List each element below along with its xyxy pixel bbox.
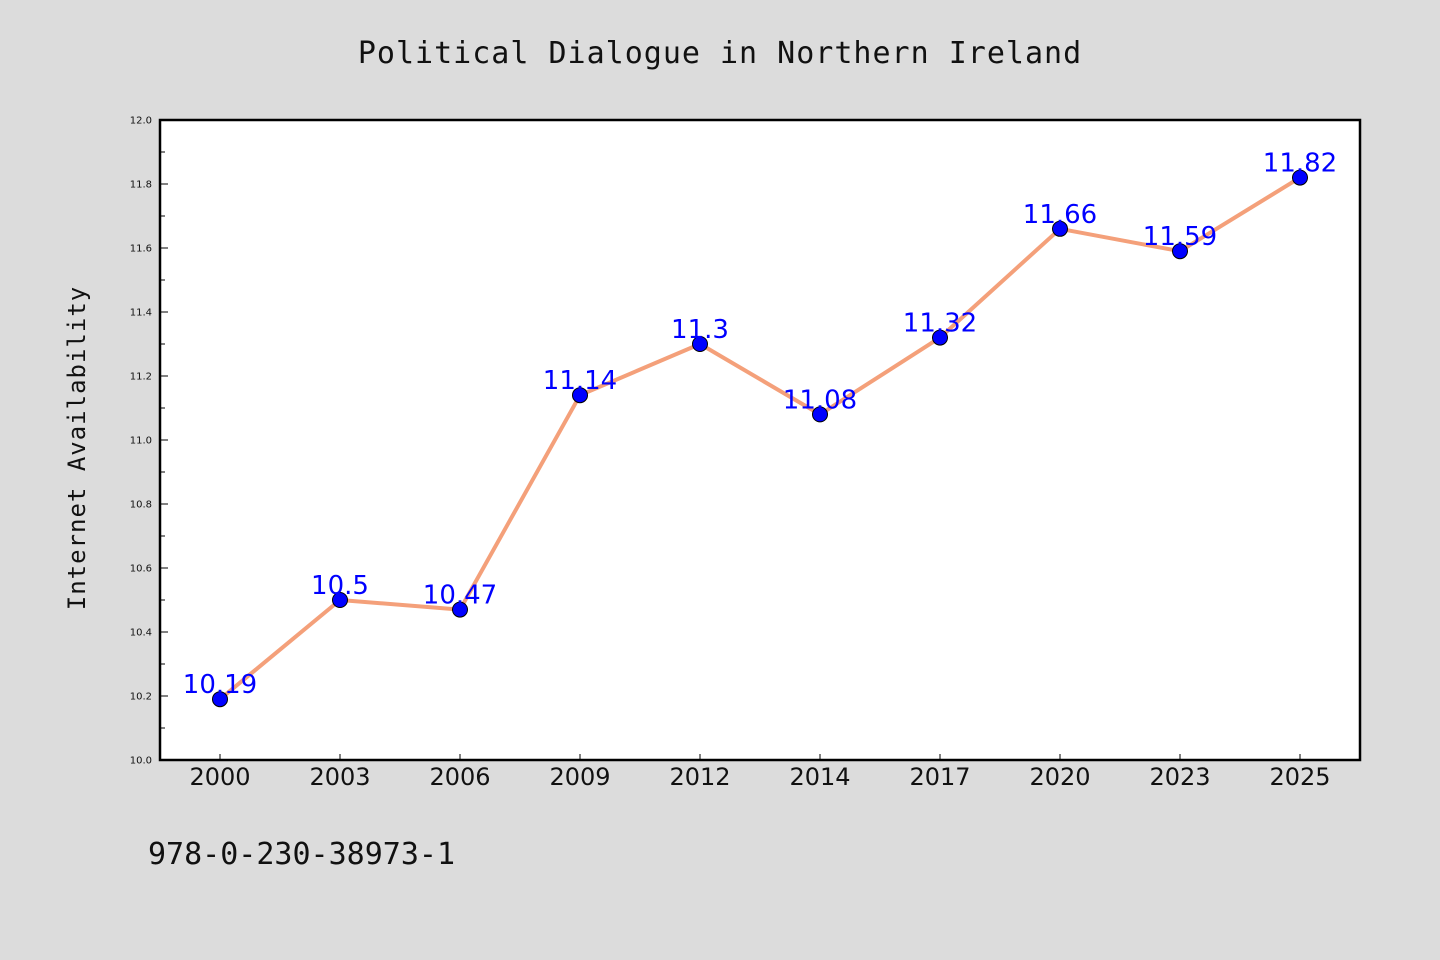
y-tick-label: 11.0 bbox=[130, 436, 152, 447]
x-tick-label: 2023 bbox=[1149, 763, 1210, 791]
data-label: 10.5 bbox=[311, 571, 369, 601]
y-axis-label: Internet Availability bbox=[63, 286, 91, 610]
x-tick-label: 2014 bbox=[789, 763, 850, 791]
data-point bbox=[812, 406, 828, 423]
x-tick-label: 2020 bbox=[1029, 763, 1090, 791]
data-label: 11.32 bbox=[903, 309, 977, 339]
y-tick-label: 12.0 bbox=[130, 116, 152, 127]
x-tick-label: 2000 bbox=[189, 763, 250, 791]
x-tick-label: 2003 bbox=[309, 763, 370, 791]
data-label: 10.47 bbox=[423, 581, 497, 611]
data-point bbox=[932, 329, 948, 346]
data-series bbox=[212, 169, 1308, 708]
series-line bbox=[218, 175, 1302, 701]
y-tick-label: 11.6 bbox=[130, 244, 152, 255]
data-label: 11.66 bbox=[1023, 200, 1097, 230]
y-tick-label: 11.8 bbox=[130, 180, 152, 191]
data-point bbox=[692, 336, 708, 352]
data-label: 11.82 bbox=[1263, 149, 1337, 179]
y-tick-label: 10.0 bbox=[130, 756, 152, 767]
data-label: 10.19 bbox=[183, 670, 257, 700]
data-labels: 10.19 10.5 10.47 11.14 11.3 11.08 11.32 11.66 11… bbox=[183, 149, 1337, 701]
y-tick-label: 10.8 bbox=[130, 500, 152, 511]
y-tick-label: 10.2 bbox=[130, 692, 152, 703]
y-tick-label: 11.4 bbox=[130, 308, 152, 319]
plot-area bbox=[160, 120, 1360, 760]
data-label: 11.3 bbox=[671, 315, 729, 345]
data-label: 11.59 bbox=[1143, 222, 1217, 252]
data-label: 11.08 bbox=[783, 385, 857, 415]
data-point bbox=[332, 592, 348, 608]
x-axis-ticks: 2000 2003 2006 2009 2012 2014 2017 2020 2023 2025 bbox=[189, 754, 1331, 791]
x-tick-label: 2009 bbox=[549, 763, 610, 791]
data-point bbox=[1292, 169, 1308, 186]
x-tick-label: 2025 bbox=[1269, 763, 1330, 791]
y-tick-label: 10.4 bbox=[130, 628, 152, 639]
data-point bbox=[572, 387, 588, 404]
y-tick-label: 10.6 bbox=[130, 564, 152, 575]
plot-frame bbox=[158, 118, 1362, 762]
x-tick-label: 2012 bbox=[669, 763, 730, 791]
data-point bbox=[452, 601, 468, 618]
data-point bbox=[1052, 220, 1068, 237]
data-label: 11.14 bbox=[543, 366, 617, 396]
isbn-number: 978-0-230-38973-1 bbox=[148, 837, 455, 872]
data-point bbox=[1172, 243, 1188, 260]
x-tick-label: 2017 bbox=[909, 763, 970, 791]
chart-title: Political Dialogue in Northern Ireland bbox=[358, 36, 1082, 71]
y-axis-ticks: 10.0 10.2 10.4 10.6 10.8 11.0 11.2 11.4 11.6 11.8… bbox=[130, 116, 168, 767]
y-tick-label: 11.2 bbox=[130, 372, 152, 383]
data-point bbox=[212, 691, 228, 708]
x-tick-label: 2006 bbox=[429, 763, 490, 791]
